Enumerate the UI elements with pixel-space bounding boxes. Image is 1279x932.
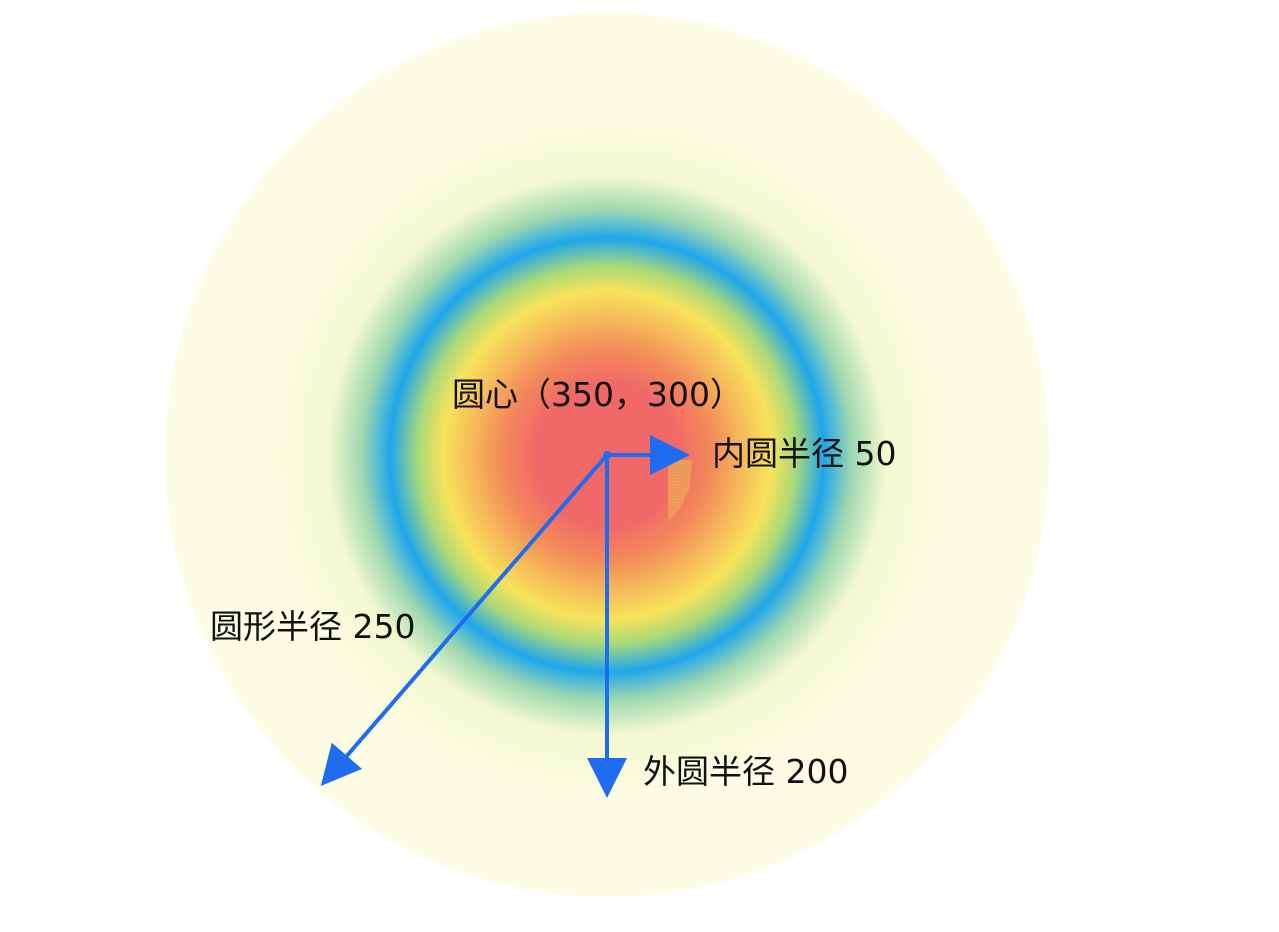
inner-radius-label: 内圆半径 50	[712, 434, 896, 473]
circle-radius-label: 圆形半径 250	[210, 607, 415, 646]
circle-radius-arrow	[320, 453, 609, 787]
inner-radius-marker	[668, 460, 692, 522]
center-label: 圆心（350，300）	[452, 375, 743, 414]
outer-radius-label: 外圆半径 200	[643, 752, 848, 791]
